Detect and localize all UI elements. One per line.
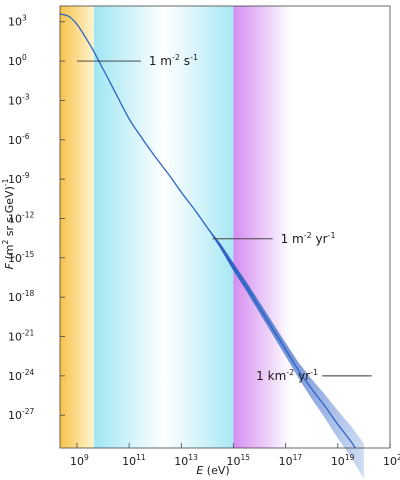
- x-tick-label: 109: [70, 453, 89, 468]
- y-tick-label: 10-24: [8, 368, 34, 383]
- annotation-label-3: 1 km-2 yr-1: [256, 368, 318, 383]
- y-tick-label: 10-27: [8, 407, 34, 422]
- x-tick-label: 1011: [122, 453, 146, 468]
- annotation-label-1: 1 m-2 s-1: [149, 53, 198, 68]
- y-tick-label: 10-12: [8, 210, 34, 225]
- x-tick-label: 1017: [279, 453, 303, 468]
- flux-series: [60, 13, 364, 479]
- plot-frame: [59, 5, 391, 449]
- axis-titles: E (eV) F (m2 sr s GeV)-1: [1, 178, 230, 477]
- flux-uncertainty-band: [207, 227, 364, 479]
- flux-line: [60, 13, 357, 448]
- annotations: 1 m-2 s-1 1 m-2 yr-1 1 km-2 yr-1: [76, 53, 372, 383]
- energy-region-2: [93, 6, 234, 448]
- x-tick-label: 1019: [331, 453, 355, 468]
- x-tick-label: 1015: [226, 453, 250, 468]
- y-tick-label: 10-6: [8, 132, 30, 147]
- y-axis-title: F (m2 sr s GeV)-1: [1, 178, 16, 269]
- y-tick-label: 10-3: [8, 92, 30, 107]
- annotation-label-2: 1 m-2 yr-1: [281, 231, 336, 246]
- y-tick-label: 10-9: [8, 171, 30, 186]
- y-tick-label: 103: [8, 14, 27, 29]
- y-tick-label: 10-18: [8, 289, 34, 304]
- x-axis-title: E (eV): [196, 464, 229, 477]
- y-tick-label: 100: [8, 53, 27, 68]
- energy-region-1: [60, 6, 94, 448]
- y-tick-label: 10-21: [8, 329, 34, 344]
- axes: [59, 5, 391, 449]
- energy-region-3: [233, 6, 291, 448]
- energy-regions: [60, 6, 291, 448]
- x-tick-label: 1013: [174, 453, 198, 468]
- y-tick-label: 10-15: [8, 250, 34, 265]
